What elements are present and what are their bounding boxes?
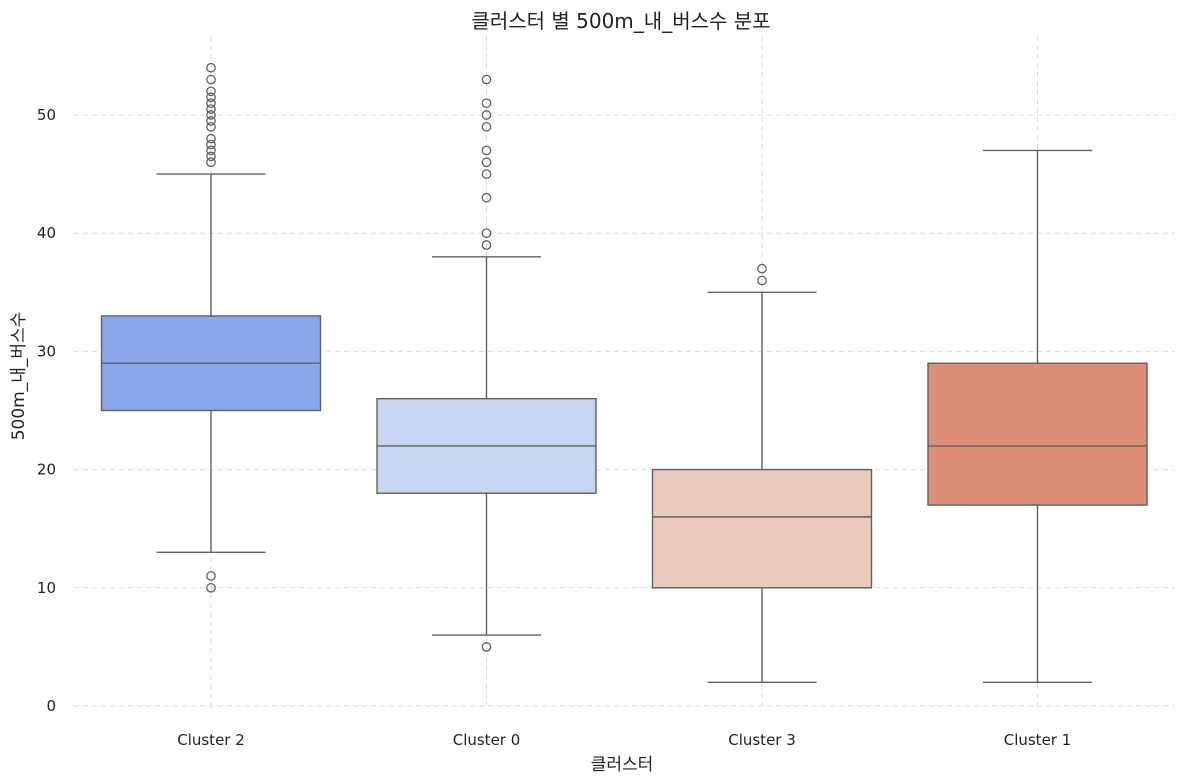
y-tick-label: 20 <box>37 461 56 479</box>
box-group <box>651 263 873 684</box>
y-tick-labels: 0 10 20 30 40 50 <box>37 106 56 715</box>
outlier-point <box>206 92 216 103</box>
outlier-point <box>481 98 492 109</box>
y-tick-label: 50 <box>37 106 56 124</box>
outlier-point <box>481 157 492 168</box>
outlier-point <box>481 110 492 120</box>
outlier-point <box>206 104 216 114</box>
chart-title: 클러스터 별 500m_내_버스수 분포 <box>471 9 770 33</box>
outlier-point <box>206 151 216 162</box>
x-axis-label: 클러스터 <box>591 755 654 775</box>
outlier-point <box>206 62 216 73</box>
y-tick-label: 40 <box>37 224 56 242</box>
outlier-point <box>481 192 492 203</box>
outlier-point <box>481 228 492 239</box>
box-group <box>376 74 597 652</box>
box-group <box>100 62 322 593</box>
outlier-point <box>206 98 216 109</box>
outlier-point <box>481 169 492 179</box>
outlier-point <box>206 145 216 156</box>
outlier-point <box>206 110 216 120</box>
outlier-point <box>206 571 216 581</box>
outlier-point <box>206 121 216 132</box>
outlier-point <box>481 642 492 652</box>
outlier-point <box>206 157 216 168</box>
y-tick-label: 0 <box>46 697 56 715</box>
outlier-point <box>206 582 216 593</box>
y-axis-label: 500m_내_버스수 <box>9 312 29 441</box>
outlier-point <box>481 74 492 85</box>
outlier-point <box>481 121 492 132</box>
x-tick-label: Cluster 3 <box>728 731 796 749</box>
iqr-box <box>651 468 873 589</box>
outlier-point <box>206 74 216 85</box>
outlier-point <box>481 240 492 250</box>
box-group <box>927 149 1148 684</box>
outlier-point <box>757 263 767 274</box>
boxes <box>100 62 1148 684</box>
iqr-box <box>927 362 1148 506</box>
outlier-point <box>206 139 216 150</box>
x-tick-label: Cluster 0 <box>453 731 521 749</box>
outlier-point <box>206 86 216 97</box>
outlier-point <box>757 275 767 286</box>
x-tick-label: Cluster 1 <box>1004 731 1072 749</box>
y-tick-label: 30 <box>37 342 56 360</box>
x-tick-label: Cluster 2 <box>177 731 245 749</box>
y-tick-label: 10 <box>37 579 56 597</box>
outlier-point <box>206 133 216 144</box>
outlier-point <box>206 116 216 126</box>
x-tick-labels: Cluster 2 Cluster 0 Cluster 3 Cluster 1 <box>177 731 1071 749</box>
outlier-point <box>481 145 492 156</box>
